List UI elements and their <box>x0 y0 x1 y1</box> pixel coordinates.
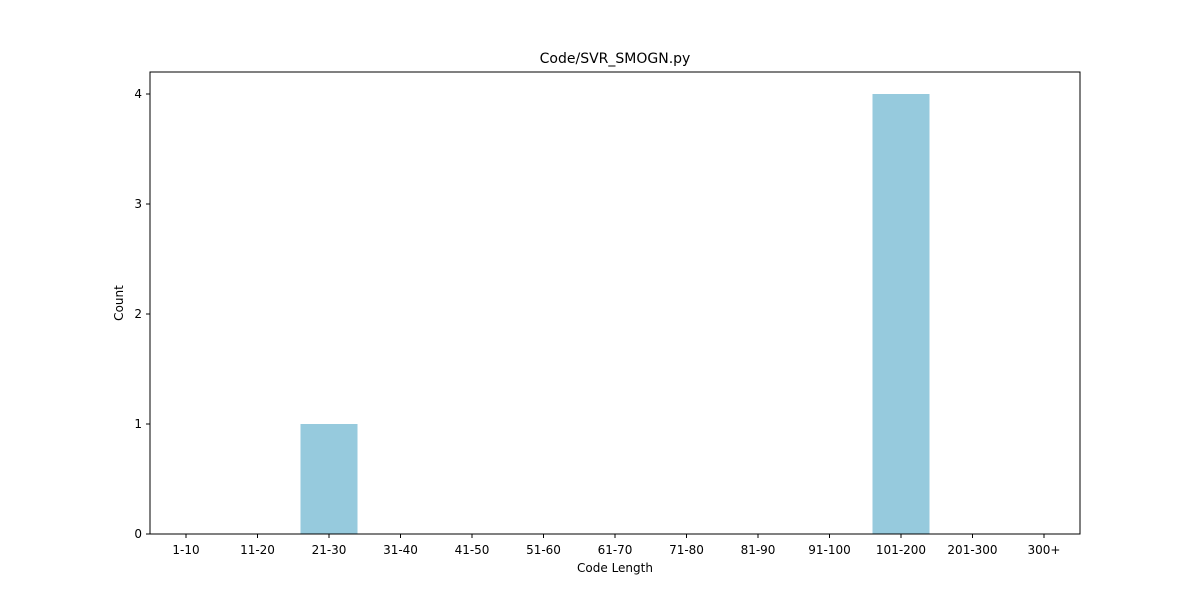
y-tick-label: 0 <box>134 527 142 541</box>
x-tick-label: 31-40 <box>383 543 418 557</box>
x-tick-label: 1-10 <box>172 543 199 557</box>
x-tick-label: 11-20 <box>240 543 275 557</box>
x-tick-label: 300+ <box>1028 543 1061 557</box>
bars-group <box>300 94 930 534</box>
plot-frame <box>149 71 1081 535</box>
chart-title: Code/SVR_SMOGN.py <box>540 51 691 67</box>
y-tick-label: 4 <box>134 87 142 101</box>
x-tick-label: 71-80 <box>669 543 704 557</box>
x-tick-label: 101-200 <box>876 543 926 557</box>
x-tick-label: 61-70 <box>598 543 633 557</box>
y-tick-label: 3 <box>134 197 142 211</box>
bar-21-30 <box>300 424 358 534</box>
y-tick-label: 1 <box>134 417 142 431</box>
y-tick-label: 2 <box>134 307 142 321</box>
x-axis: 1-10 11-20 21-30 31-40 41-50 51-60 61-70 71-80 8… <box>172 534 1060 557</box>
x-tick-label: 51-60 <box>526 543 561 557</box>
x-axis-label: Code Length <box>577 561 653 575</box>
x-tick-label: 41-50 <box>455 543 490 557</box>
y-axis-label: Count <box>112 285 126 321</box>
x-tick-label: 201-300 <box>947 543 997 557</box>
x-tick-label: 21-30 <box>312 543 347 557</box>
x-tick-label: 91-100 <box>808 543 851 557</box>
bar-101-200 <box>872 94 930 534</box>
x-tick-label: 81-90 <box>741 543 776 557</box>
y-axis: 0 1 2 3 4 <box>134 87 150 541</box>
